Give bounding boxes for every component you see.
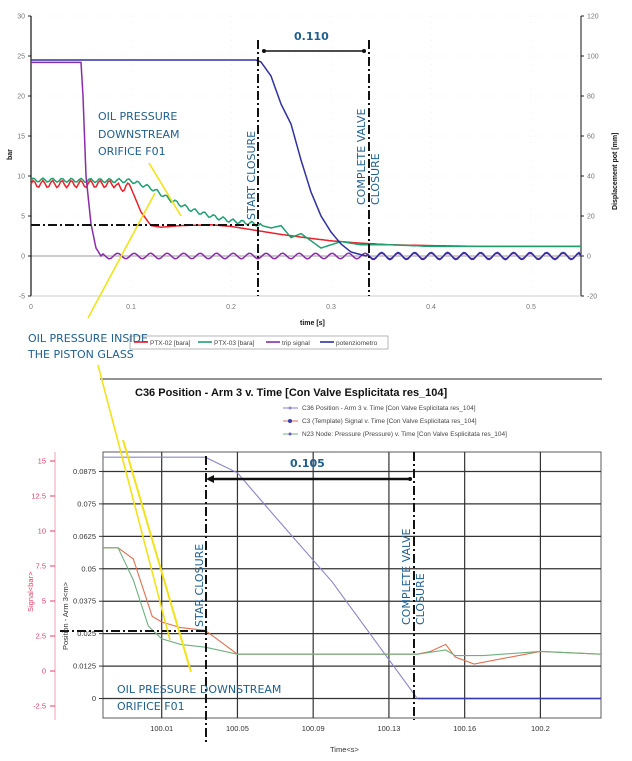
bottom-y2tick-label: 5: [42, 597, 46, 606]
bottom-plot-area: [102, 451, 602, 719]
top-chart: -5 0 5 10 15 20 25 30 0 0.1 0.2 0.3 0.4 0.5 -20 0 20 40 60…: [7, 14, 619, 350]
callout-line-downstream-top: [148, 162, 182, 217]
top-complete-closure-label-2: CLOSURE: [369, 153, 382, 205]
top-xtick-label: 0: [29, 304, 33, 311]
bottom-ytick-label: 0.025: [77, 629, 96, 638]
top-callout-text-3: ORIFICE F01: [98, 145, 166, 158]
top-ytick-label: 30: [17, 14, 25, 21]
bottom-y2tick-label: 12.5: [31, 492, 46, 501]
top-y2tick-label: 80: [587, 94, 595, 101]
bottom-y2tick-label: 2.5: [36, 632, 46, 641]
top-ytick-label: 10: [17, 174, 25, 181]
top-complete-closure-label-1: COMPLETE VALVE: [355, 109, 368, 205]
top-xlabel: time [s]: [300, 320, 325, 327]
top-y2tick-label: -20: [587, 294, 597, 301]
bottom-ytick-label: 0: [92, 694, 96, 703]
bottom-interval-end-dot: [408, 477, 412, 481]
top-y2label: Displacement pot [mm]: [612, 133, 619, 210]
piston-callout-text-1: OIL PRESSURE INSIDE: [28, 332, 148, 345]
top-xtick-label: 0.5: [526, 304, 536, 311]
top-xtick-label: 0.2: [226, 304, 236, 311]
callout-line-downstream-bottom: [122, 439, 192, 673]
bottom-interval-arrowhead: [206, 475, 214, 483]
callout-line-piston-lower: [97, 364, 171, 641]
top-legend-item-2: trip signal: [282, 340, 310, 347]
bottom-ytick-label: 0.0875: [73, 467, 96, 476]
top-xtick-label: 0.1: [126, 304, 136, 311]
bottom-series-line-3: [103, 547, 602, 657]
bottom-ytick-label: 0.05: [81, 564, 96, 573]
bottom-start-closure-label: STAR CLOSURE: [193, 544, 206, 627]
bottom-y2label: Signal<bar>: [26, 571, 35, 612]
bottom-legend-item-1: C3 (Template) Signal v. Time [Con Valve …: [302, 418, 477, 425]
top-start-closure-label: START CLOSURE: [245, 131, 258, 220]
top-y2tick-label: 20: [587, 214, 595, 221]
top-legend-item-1: PTX-03 [bara]: [214, 340, 255, 347]
top-legend-item-0: PTX-02 [bara]: [150, 340, 191, 347]
bottom-ytick-label: 0.0625: [73, 532, 96, 541]
top-interval-label: 0.110: [294, 30, 329, 43]
bottom-legend-item-0: C36 Position - Arm 3 v. Time [Con Valve …: [302, 405, 476, 412]
bottom-xlabel: Time<s>: [330, 745, 360, 754]
bottom-y2tick-label: -2.5: [33, 702, 46, 711]
top-y2tick-label: 120: [587, 14, 599, 21]
top-ytick-label: 20: [17, 94, 25, 101]
callout-line-piston: [87, 192, 156, 319]
bottom-ytick-label: 0.0125: [73, 662, 96, 671]
bottom-y2tick-label: 15: [38, 457, 46, 466]
top-ytick-label: 0: [21, 254, 25, 261]
top-y2tick-label: 60: [587, 134, 595, 141]
bottom-ytick-label: 0.0375: [73, 597, 96, 606]
bottom-y2tick-label: 7.5: [36, 562, 46, 571]
bottom-callout-text-2: ORIFICE F01: [117, 700, 185, 713]
top-series-line-3: [31, 59, 582, 261]
bottom-y2tick-label: 0: [42, 667, 46, 676]
top-series: [30, 59, 582, 261]
bottom-ytick-label: 0.075: [77, 499, 96, 508]
top-interval-end-dot: [362, 49, 366, 53]
top-xtick-label: 0.4: [426, 304, 436, 311]
top-ytick-label: 15: [17, 134, 25, 141]
bottom-chart: C36 Position - Arm 3 v. Time [Con Valve …: [26, 387, 602, 754]
top-ytick-label: 25: [17, 54, 25, 61]
top-ytick-label: 5: [21, 214, 25, 221]
top-ytick-label: -5: [19, 294, 25, 301]
top-y2tick-label: 0: [587, 254, 591, 261]
top-interval-start-dot: [262, 49, 266, 53]
top-series-line-2: [31, 61, 582, 260]
bottom-complete-closure-label-1: COMPLETE VALVE: [400, 529, 413, 625]
top-series-line-1: [30, 177, 581, 249]
top-callout-text-1: OIL PRESSURE: [98, 110, 177, 123]
top-axes: -5 0 5 10 15 20 25 30 0 0.1 0.2 0.3 0.4 0.5 -20 0 20 40 60…: [17, 14, 599, 312]
bottom-legend: C36 Position - Arm 3 v. Time [Con Valve …: [283, 405, 507, 438]
callout-lines: [87, 162, 192, 673]
top-ylabel: bar: [7, 149, 14, 160]
bottom-xtick-label: 100.16: [453, 724, 476, 733]
top-y2tick-label: 40: [587, 174, 595, 181]
bottom-xtick-label: 100.05: [226, 724, 249, 733]
top-callout-text-2: DOWNSTREAM: [98, 128, 180, 141]
bottom-ylabel: Position - Arm 3<m>: [61, 581, 70, 650]
piston-callout-text-2: THE PISTON GLASS: [27, 348, 134, 361]
bottom-complete-closure-label-2: CLOSURE: [414, 573, 427, 625]
bottom-axes: 0 0.0125 0.025 0.0375 0.05 0.0625 0.075 0.0875 1…: [31, 452, 550, 733]
bottom-xtick-label: 100.01: [150, 724, 173, 733]
bottom-y2tick-label: 10: [38, 527, 46, 536]
bottom-interval-label: 0.105: [290, 457, 325, 470]
bottom-legend-item-2: N23 Node: Pressure (Pressure) v. Time [C…: [302, 431, 507, 438]
bottom-chart-title: C36 Position - Arm 3 v. Time [Con Valve …: [135, 387, 448, 399]
top-legend: PTX-02 [bara] PTX-03 [bara] trip signal …: [129, 335, 389, 350]
top-y2tick-label: 100: [587, 54, 599, 61]
top-xtick-label: 0.3: [326, 304, 336, 311]
top-legend-item-3: potenziometro: [336, 340, 378, 347]
bottom-xtick-label: 100.09: [302, 724, 325, 733]
bottom-xtick-label: 100.2: [531, 724, 550, 733]
bottom-xtick-label: 100.13: [377, 724, 400, 733]
bottom-grid: [102, 451, 602, 719]
bottom-callout-text-1: OIL PRESSURE DOWNSTREAM: [117, 683, 281, 696]
